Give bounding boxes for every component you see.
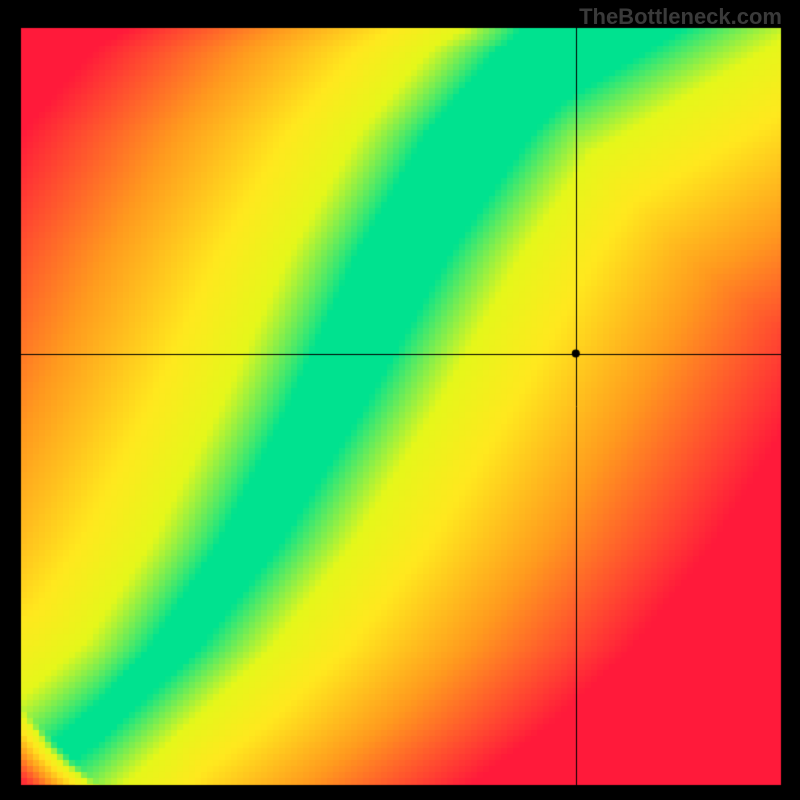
bottleneck-heatmap [0, 0, 800, 800]
chart-container: TheBottleneck.com [0, 0, 800, 800]
watermark-label: TheBottleneck.com [579, 4, 782, 30]
